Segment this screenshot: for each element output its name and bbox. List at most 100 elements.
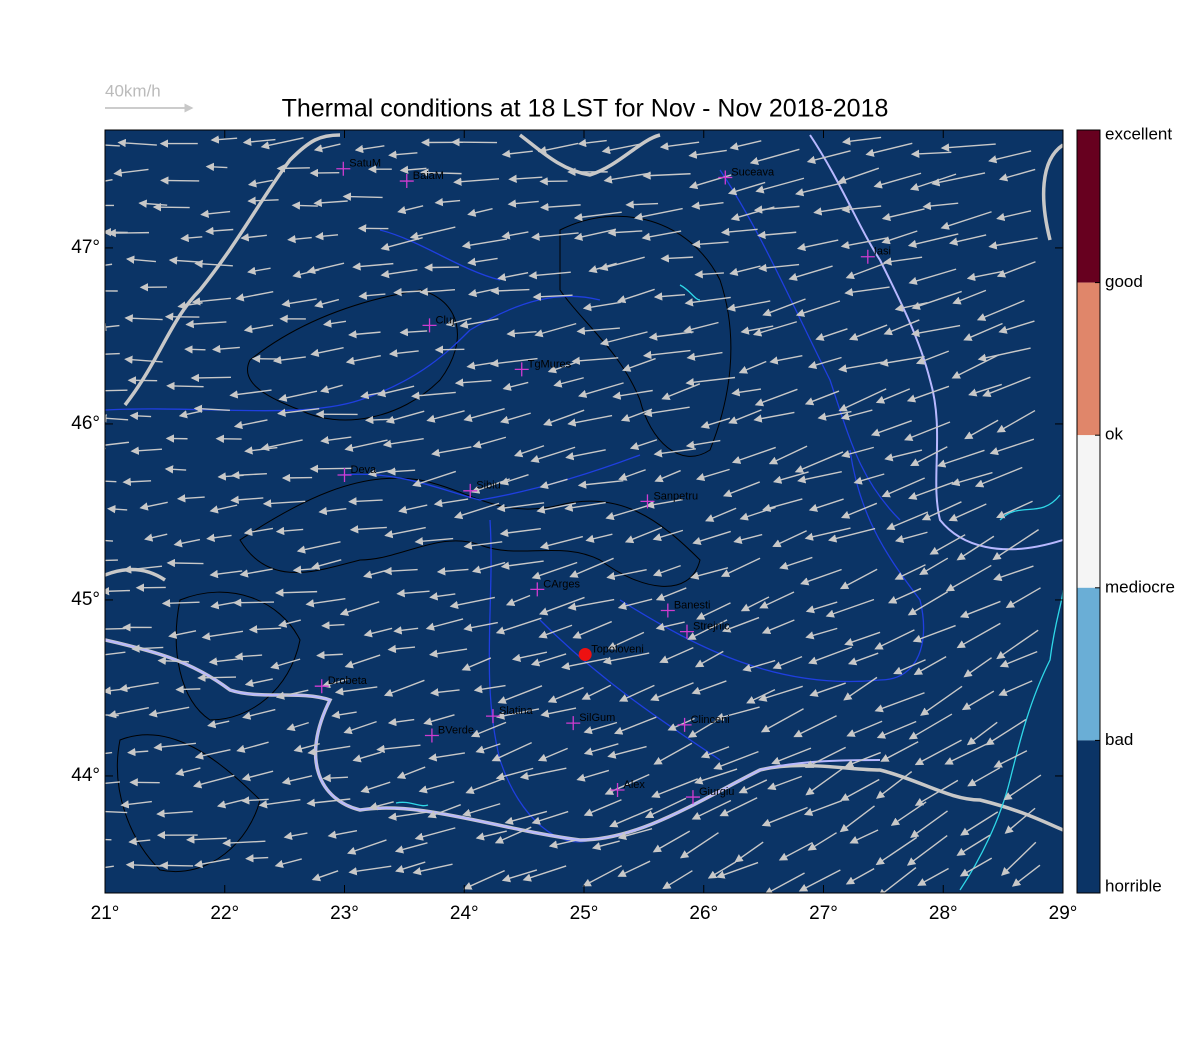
- wind-arrow: [418, 781, 455, 794]
- wind-arrow: [771, 747, 812, 765]
- wind-arrow: [911, 290, 962, 310]
- wind-arrow: [387, 644, 416, 654]
- wind-arrow: [778, 841, 813, 861]
- station: Iasi: [860, 246, 891, 264]
- wind-arrow: [360, 781, 391, 794]
- wind-arrow: [194, 749, 231, 760]
- wind-arrow: [655, 621, 685, 631]
- wind-arrow: [395, 861, 426, 874]
- wind-arrow: [318, 506, 347, 516]
- wind-arrow: [242, 137, 276, 147]
- wind-arrow: [760, 708, 804, 733]
- wind-arrow: [847, 652, 879, 666]
- wind-arrow: [618, 469, 646, 481]
- wind-arrow: [887, 587, 922, 604]
- wind-arrow: [720, 227, 758, 237]
- wind-arrow: [248, 625, 282, 634]
- wind-arrow: [262, 499, 306, 508]
- wind-arrow: [105, 539, 114, 542]
- wind-arrow: [161, 599, 200, 608]
- wind-arrow: [286, 721, 309, 732]
- wind-arrow: [433, 498, 469, 508]
- wind-arrow: [245, 854, 269, 863]
- wind-arrow: [153, 742, 197, 752]
- station-label: Alex: [624, 779, 646, 791]
- wind-arrow: [870, 420, 912, 437]
- wind-arrow: [565, 449, 606, 461]
- station: Topoloveni: [578, 643, 644, 662]
- wind-arrow: [966, 721, 998, 746]
- station-marker: [337, 467, 352, 482]
- wind-arrow: [232, 598, 275, 607]
- wind-arrow: [496, 502, 545, 513]
- wind-arrow: [688, 149, 727, 159]
- wind-arrow: [105, 651, 126, 656]
- wind-arrow: [471, 561, 506, 574]
- wind-arrow: [519, 767, 567, 781]
- wind-arrow: [881, 230, 918, 245]
- wind-arrow: [809, 682, 846, 697]
- wind-arrow: [168, 630, 197, 639]
- wind-arrow: [825, 598, 875, 618]
- wind-arrow: [874, 692, 925, 713]
- wind-arrow: [383, 566, 418, 576]
- wind-arrow: [127, 747, 149, 757]
- colorbar-frame: [1076, 129, 1101, 894]
- wind-arrow: [244, 678, 273, 688]
- wind-arrow: [996, 629, 1039, 660]
- wind-arrow: [815, 328, 848, 341]
- wind-arrow: [602, 652, 650, 665]
- wind-arrow: [837, 167, 880, 184]
- wind-arrow: [952, 289, 987, 305]
- station-marker: [314, 679, 329, 694]
- wind-arrow: [951, 471, 993, 487]
- wind-arrow: [922, 201, 959, 211]
- wind-arrow: [642, 349, 691, 360]
- wind-arrow: [919, 557, 949, 576]
- y-tick-label: 45°: [71, 589, 100, 610]
- wind-arrow: [419, 287, 456, 296]
- wind-arrow: [393, 626, 419, 635]
- wind-arrow: [531, 561, 578, 580]
- wind-arrow: [959, 600, 1001, 619]
- wind-arrow: [890, 801, 927, 826]
- station: CArges: [530, 578, 580, 597]
- wind-arrow: [691, 680, 727, 695]
- wind-arrow: [376, 744, 421, 754]
- station-marker: [530, 582, 545, 597]
- wind-arrow: [853, 473, 885, 485]
- wind-arrow: [993, 565, 1034, 582]
- wind-arrow: [387, 467, 416, 476]
- wind-arrow: [976, 299, 1025, 321]
- wind-arrow: [992, 529, 1039, 561]
- wind-arrow: [278, 390, 318, 402]
- wind-arrow: [931, 172, 986, 187]
- wind-arrow: [429, 592, 456, 601]
- wind-arrow: [849, 829, 879, 844]
- wind-arrow: [148, 706, 190, 718]
- colorbar-label: excellent: [1105, 124, 1172, 143]
- wind-arrow: [618, 684, 655, 702]
- station: Slatina: [485, 705, 534, 724]
- wind-arrow: [985, 718, 1027, 746]
- wind-arrow: [383, 679, 425, 697]
- wind-arrow: [576, 326, 620, 336]
- wind-arrow: [453, 177, 500, 186]
- wind-arrow: [499, 528, 541, 538]
- wind-arrow: [617, 828, 653, 841]
- station-label: Iasi: [874, 246, 891, 258]
- scale-arrow-label: 40km/h: [105, 81, 161, 100]
- wind-arrow: [499, 412, 531, 424]
- x-tick-label: 26°: [689, 903, 718, 924]
- wind-arrow: [845, 868, 875, 885]
- map-layers: SatuM BaiaM Suceava Iasi Cluj TgMures Deva Sibi…: [105, 133, 1063, 893]
- wind-arrow: [393, 287, 422, 297]
- wind-arrow: [530, 653, 567, 667]
- station-label: Suceava: [731, 166, 775, 178]
- wind-arrow: [694, 650, 724, 668]
- wind-arrow: [762, 298, 806, 317]
- wind-arrow: [914, 739, 962, 766]
- wind-arrow: [917, 867, 949, 886]
- wind-arrow: [876, 720, 917, 739]
- wind-arrow: [845, 261, 890, 280]
